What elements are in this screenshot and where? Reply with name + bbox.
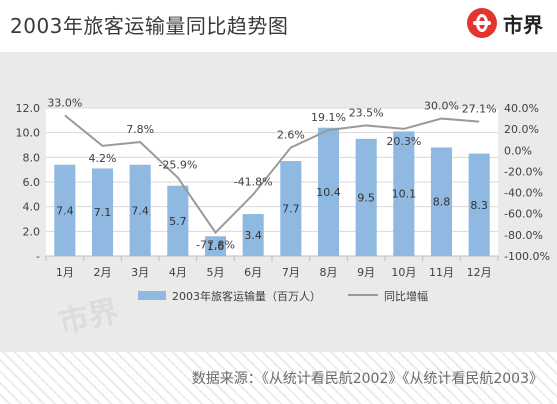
bar <box>167 185 189 256</box>
y-right-tick-label: -80.0% <box>504 229 543 242</box>
x-tick-label: 3月 <box>131 266 149 279</box>
line-data-label: -41.8% <box>234 175 273 188</box>
line-data-label: 23.5% <box>349 106 384 119</box>
bar-data-label: 3.4 <box>244 229 262 242</box>
y-left-tick-label: 8.0 <box>23 151 41 164</box>
line-data-label: 4.2% <box>89 152 117 165</box>
y-right-tick-label: 20.0% <box>504 123 539 136</box>
source-band <box>0 352 557 404</box>
y-left-tick-label: 6.0 <box>23 176 41 189</box>
bar <box>54 164 76 256</box>
line-data-label: 20.3% <box>386 135 421 148</box>
y-right-tick-label: -40.0% <box>504 187 543 200</box>
line-data-label: -25.9% <box>158 159 197 172</box>
shijie-logo-icon <box>467 8 497 38</box>
bar <box>129 164 151 256</box>
bar-data-label: 1.6 <box>207 240 225 253</box>
page-title: 2003年旅客运输量同比趋势图 <box>10 14 289 38</box>
x-tick-label: 4月 <box>169 266 187 279</box>
header: 2003年旅客运输量同比趋势图 市界 <box>0 0 557 50</box>
growth-line <box>64 114 480 235</box>
x-tick-label: 8月 <box>320 266 338 279</box>
bar-data-label: 8.8 <box>433 196 451 209</box>
bar <box>355 138 377 256</box>
line-data-label: 7.8% <box>126 123 154 136</box>
y-left-tick-label: 4.0 <box>23 201 41 214</box>
x-tick-label: 5月 <box>207 266 225 279</box>
legend-bar-label: 2003年旅客运输量（百万人） <box>172 289 321 303</box>
bar <box>204 236 227 256</box>
x-tick-label: 11月 <box>429 266 454 279</box>
x-tick-label: 10月 <box>391 266 416 279</box>
data-source: 数据来源：《从统计看民航2002》《从统计看民航2003》 <box>191 371 543 387</box>
bar-data-label: 7.4 <box>131 204 149 217</box>
y-left-tick-label: 12.0 <box>16 102 41 115</box>
legend-bar-swatch <box>138 291 166 300</box>
bar-data-label: 7.1 <box>94 206 112 219</box>
x-tick-label: 12月 <box>467 266 492 279</box>
y-right-tick-label: 40.0% <box>504 102 539 115</box>
combo-chart: - 2.0 4.0 6.0 8.0 10.0 12.0 -100.0% -80.0% -60.0%… <box>16 96 550 303</box>
y-right-tick-label: -60.0% <box>504 208 543 221</box>
line-data-label: 30.0% <box>424 100 459 113</box>
x-tick-label: 1月 <box>56 266 74 279</box>
bar <box>393 131 415 256</box>
x-tick-label: 2月 <box>94 266 112 279</box>
brand-logo: 市界 <box>467 8 543 38</box>
bar <box>468 153 490 256</box>
y-left-tick-label: 10.0 <box>16 127 41 140</box>
bar-data-label: 10.1 <box>392 188 417 201</box>
line-data-label: 33.0% <box>47 96 82 109</box>
bar <box>430 147 453 256</box>
line-data-label: 2.6% <box>277 129 305 142</box>
logo-text: 市界 <box>503 12 543 37</box>
y-left-tick-label: 2.0 <box>23 225 41 238</box>
x-tick-label: 9月 <box>357 266 375 279</box>
bar <box>242 214 264 256</box>
bar-data-label: 9.5 <box>357 191 375 204</box>
x-tick-label: 7月 <box>282 266 300 279</box>
legend-line-label: 同比增幅 <box>384 289 428 303</box>
bar-data-label: 5.7 <box>169 215 187 228</box>
bar-data-label: 7.7 <box>282 203 300 216</box>
y-right-tick-label: 0.0% <box>504 144 532 157</box>
line-data-label: 27.1% <box>462 103 497 116</box>
bar <box>317 127 340 256</box>
bar-data-label: 10.4 <box>316 186 341 199</box>
x-tick-label: 6月 <box>244 266 262 279</box>
y-right-tick-label: -20.0% <box>504 165 543 178</box>
bar <box>91 168 114 256</box>
bar-data-label: 8.3 <box>470 199 488 212</box>
bar-data-label: 7.4 <box>56 204 74 217</box>
y-right-tick-label: -100.0% <box>504 250 550 263</box>
line-data-label: -77.8% <box>196 239 235 252</box>
line-data-label: 19.1% <box>311 111 346 124</box>
y-left-tick-label: - <box>36 250 40 263</box>
bar <box>280 161 302 256</box>
